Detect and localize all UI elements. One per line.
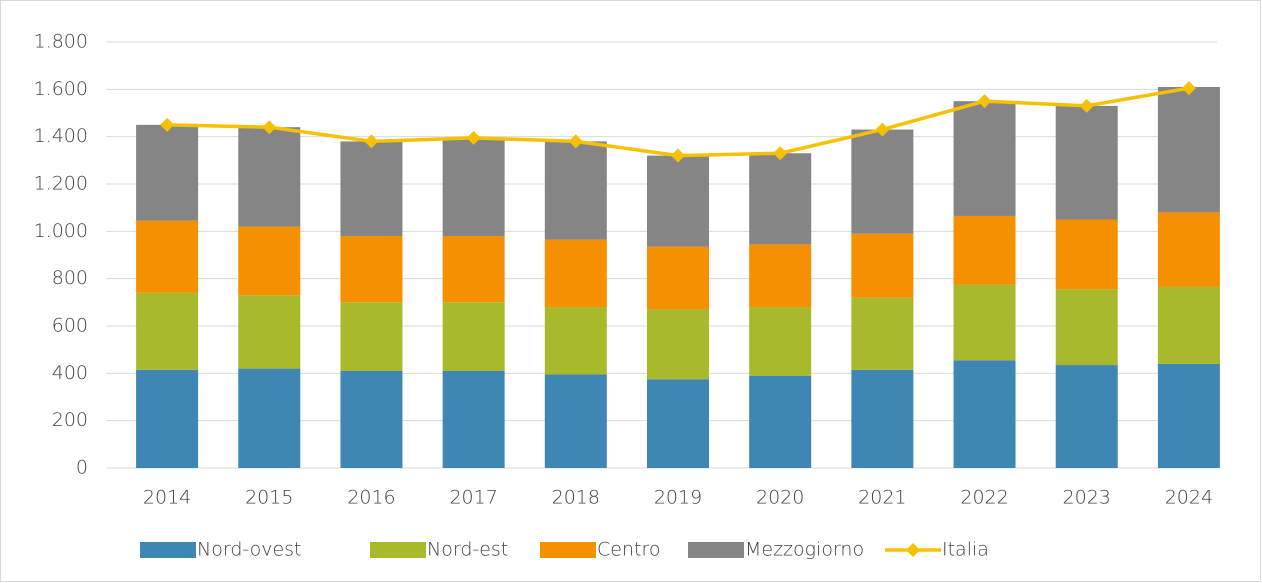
legend-label: Mezzogiorno: [745, 539, 864, 561]
bar-segment: [442, 137, 505, 237]
bar-segment: [953, 284, 1016, 361]
line-marker: [568, 134, 583, 149]
bar-segment: [1055, 105, 1118, 220]
x-tick-label: 2014: [143, 487, 191, 509]
x-tick-label: 2020: [756, 487, 804, 509]
line-marker: [466, 130, 481, 145]
y-tick-label: 200: [52, 409, 88, 431]
legend-swatch: [370, 542, 426, 558]
bar-segment: [544, 374, 607, 468]
line-marker: [773, 146, 788, 161]
bar-segment: [1157, 212, 1220, 287]
bar-segment: [238, 127, 301, 227]
bar-segment: [442, 236, 505, 303]
x-tick-label: 2021: [858, 487, 906, 509]
bar-segment: [749, 244, 812, 308]
bar-segment: [647, 155, 709, 247]
bar-segment: [442, 302, 505, 371]
bar-segment: [340, 302, 403, 371]
legend-swatch: [688, 542, 744, 558]
bar-segment: [544, 239, 607, 308]
y-tick-label: 1.200: [34, 173, 88, 195]
x-tick-label: 2017: [449, 487, 497, 509]
line-marker: [977, 94, 992, 109]
bar-segment: [340, 236, 403, 303]
legend-label: Centro: [597, 539, 660, 561]
bar-segment: [238, 226, 301, 296]
x-tick-label: 2022: [960, 487, 1008, 509]
y-tick-label: 1.600: [34, 78, 88, 100]
bar-segment: [851, 129, 914, 234]
bar-segment: [136, 292, 199, 370]
bar-segment: [1157, 286, 1220, 364]
bar-segment: [749, 307, 812, 376]
x-tick-label: 2024: [1165, 487, 1213, 509]
bar-segment: [953, 360, 1016, 468]
line-marker: [364, 134, 379, 149]
bar-segment: [647, 379, 709, 468]
bar-segment: [136, 369, 199, 468]
line-marker: [262, 120, 277, 135]
bar-segment: [544, 141, 607, 240]
bar-segment: [851, 297, 914, 370]
y-tick-label: 0: [76, 457, 88, 479]
legend-label: Nord-est: [427, 539, 508, 561]
bar-segment: [238, 368, 301, 468]
bar-segment: [136, 124, 199, 221]
bar-segment: [340, 141, 403, 237]
legend-label: Italia: [942, 539, 989, 561]
bar-segment: [647, 246, 709, 310]
legend-swatch: [906, 543, 920, 557]
bar-segment: [647, 309, 709, 380]
legend-label: Nord-ovest: [197, 539, 302, 561]
bar-segment: [1055, 365, 1118, 468]
x-tick-label: 2018: [552, 487, 600, 509]
bar-segment: [238, 295, 301, 369]
bar-segment: [749, 375, 812, 468]
y-tick-label: 400: [52, 362, 88, 384]
bar-segment: [1055, 289, 1118, 366]
bar-segment: [851, 233, 914, 298]
bar-segment: [544, 307, 607, 375]
bar-segment: [1055, 219, 1118, 290]
line-marker: [160, 117, 175, 132]
y-tick-label: 600: [52, 315, 88, 337]
bar-segment: [953, 101, 1016, 216]
bar-segment: [953, 215, 1016, 285]
line-marker: [1079, 98, 1094, 113]
bar-segment: [340, 370, 403, 468]
y-tick-label: 800: [52, 267, 88, 289]
line-marker: [671, 148, 685, 163]
legend-swatch: [140, 542, 196, 558]
bar-segment: [1157, 363, 1220, 468]
bar-segment: [1157, 86, 1220, 213]
x-tick-label: 2023: [1063, 487, 1111, 509]
bar-segment: [851, 369, 914, 468]
y-tick-label: 1.400: [34, 125, 88, 147]
y-tick-label: 1.800: [34, 31, 88, 53]
x-tick-label: 2015: [245, 487, 293, 509]
legend-swatch: [540, 542, 596, 558]
line-marker: [875, 122, 890, 137]
bar-segment: [749, 153, 812, 245]
x-tick-label: 2016: [347, 487, 395, 509]
line-marker: [1181, 81, 1196, 96]
bar-segment: [136, 220, 199, 293]
bar-segment: [442, 370, 505, 468]
x-tick-label: 2019: [654, 487, 702, 509]
y-tick-label: 1.000: [34, 220, 88, 242]
